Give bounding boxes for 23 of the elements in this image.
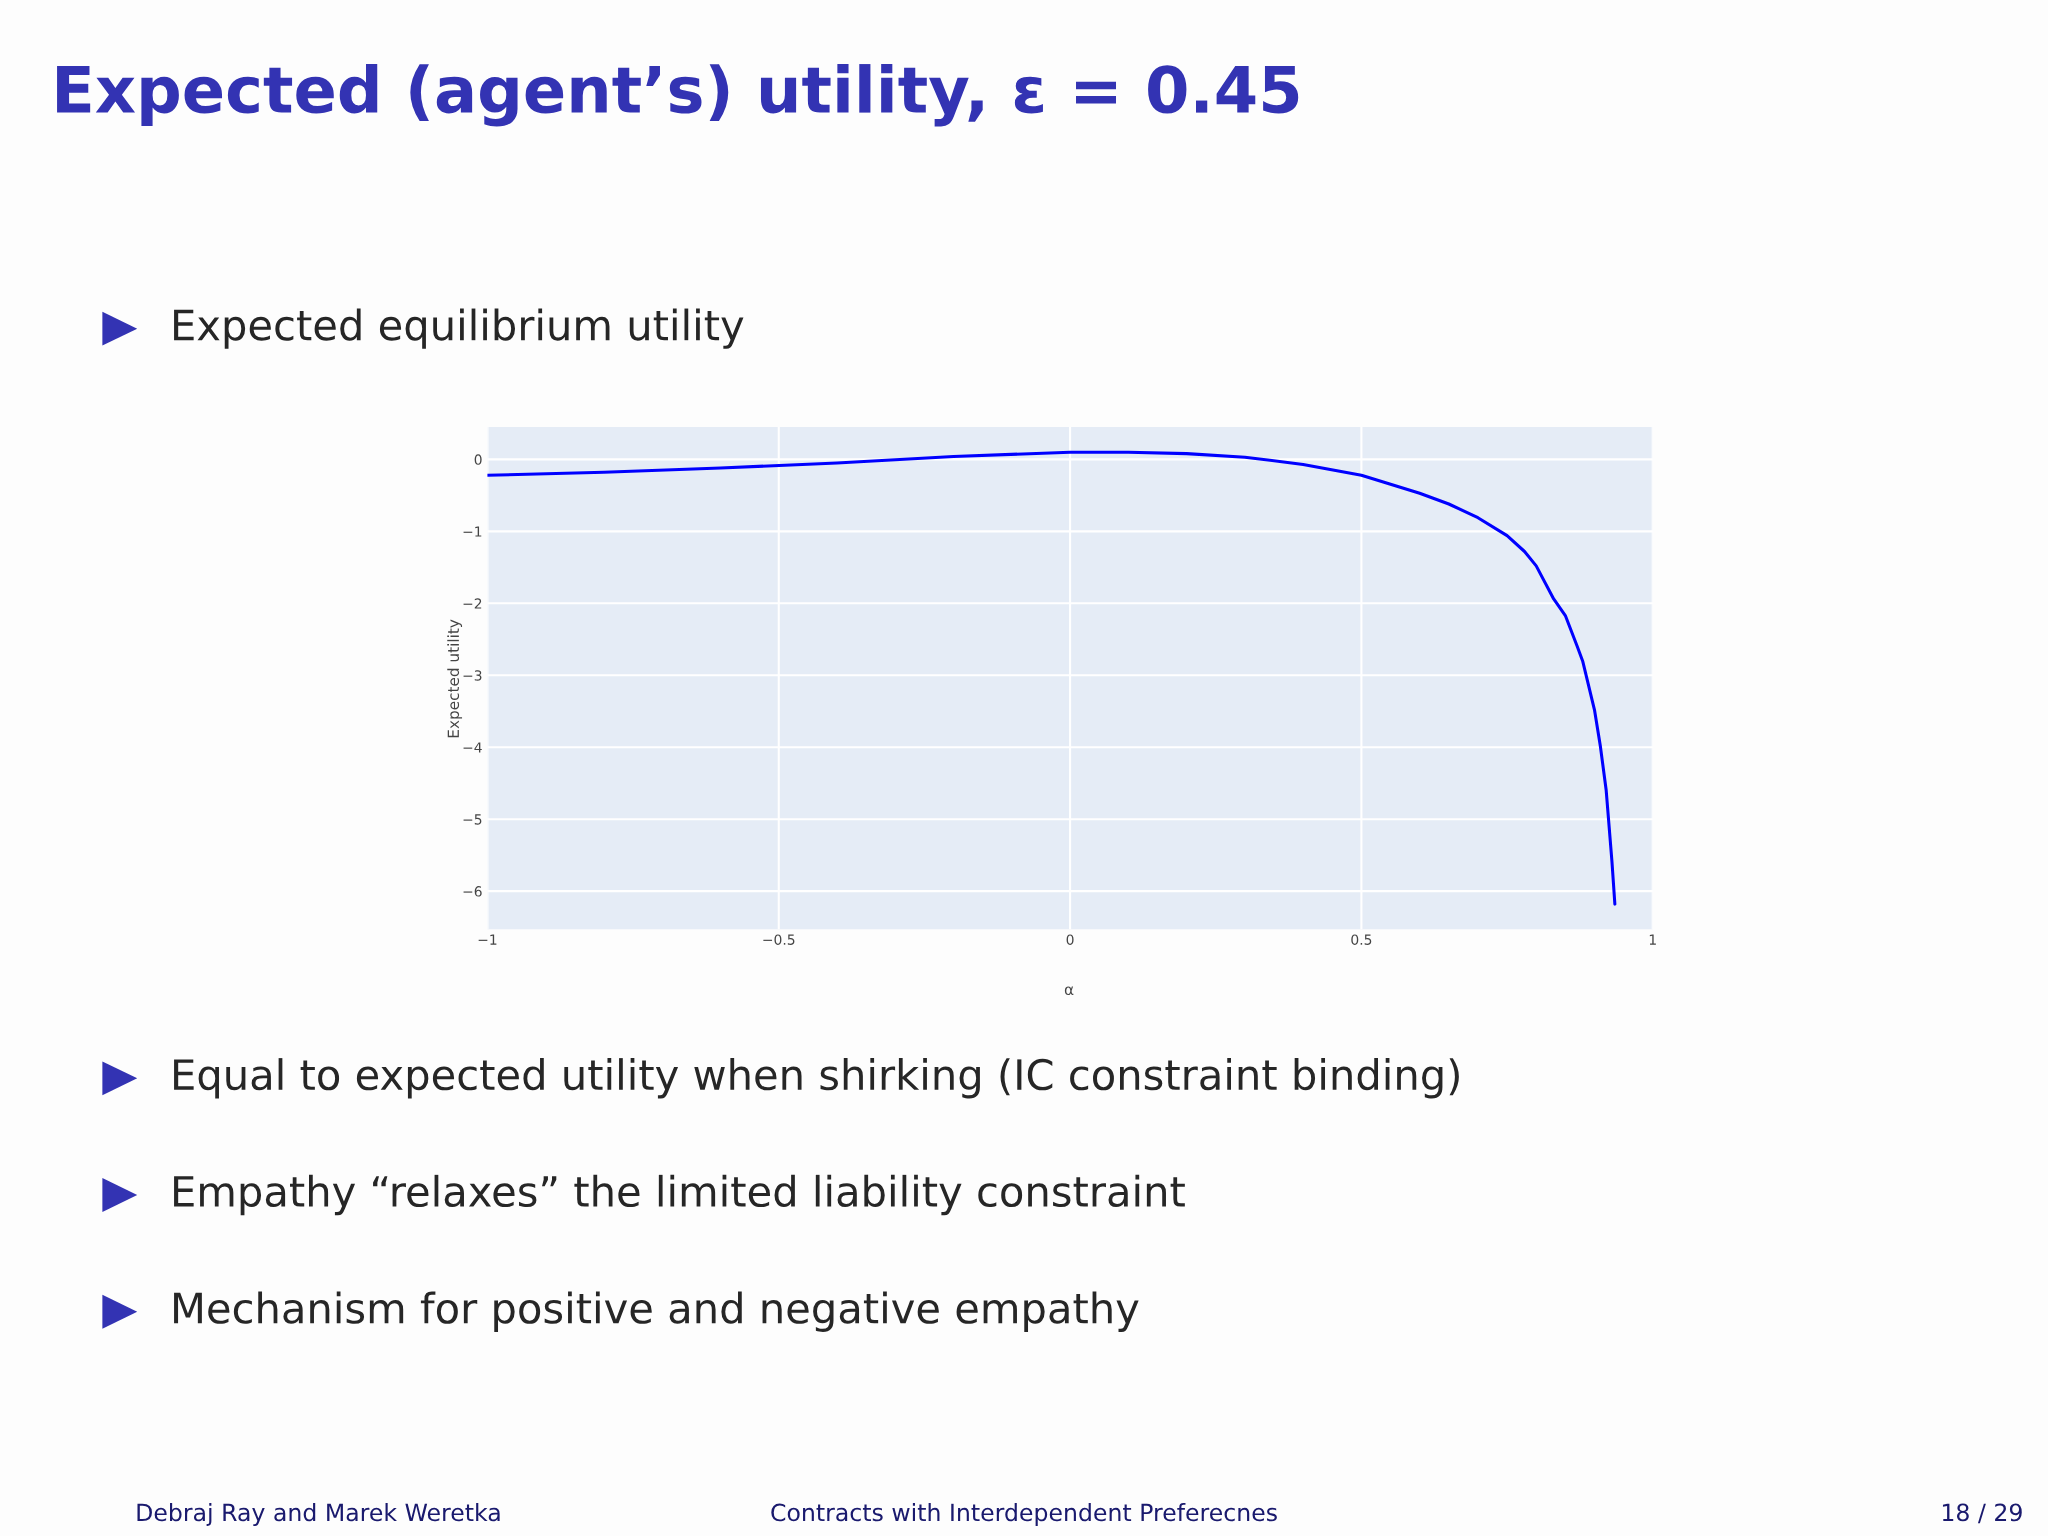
x-tick-label: −0.5 (763, 934, 795, 945)
y-tick-label: −5 (463, 814, 482, 825)
y-tick-label: −2 (463, 598, 482, 609)
text: Mechanism for positive and negative empathy (174, 1291, 1139, 1332)
x-tick-label: 0 (1066, 934, 1074, 945)
y-tick-label: −3 (463, 670, 482, 681)
y-tick-label: −1 (463, 526, 482, 537)
y-tick-label: 0 (474, 454, 482, 465)
chart-subtitle: Expected equilibrium utility (174, 308, 744, 349)
text: Debraj Ray and Marek Weretka (137, 1503, 500, 1526)
chart-title: Expected (agent’s) utility, ε = 0.45 (57, 64, 1299, 127)
text: Equal to expected utility when shirking (IC constraint binding) (174, 1058, 1459, 1099)
x-tick-label: 0.5 (1351, 934, 1372, 945)
x-axis-title: α (1064, 986, 1074, 996)
x-tick-label: 1 (1649, 934, 1656, 945)
text: Empathy “relaxes” the limited liability constraint (174, 1174, 1185, 1216)
y-tick-label: −6 (463, 886, 482, 897)
y-axis-title: Expected utility (447, 619, 463, 738)
text: Contracts with Interdependent Preferecnes (771, 1503, 1277, 1526)
text: 18 / 29 (1942, 1503, 2022, 1524)
line-series (487, 450, 1617, 906)
x-tick-label: −1 (478, 934, 497, 945)
y-tick-label: −4 (463, 742, 482, 753)
